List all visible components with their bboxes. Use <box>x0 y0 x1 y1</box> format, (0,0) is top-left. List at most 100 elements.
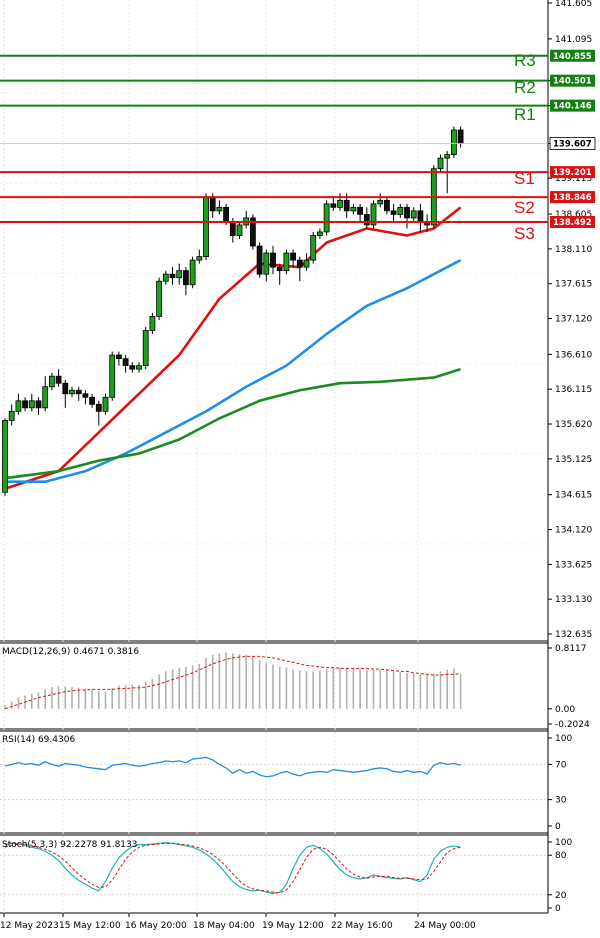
stoch-tick-label: 100 <box>555 838 572 848</box>
bullish-candle-body <box>236 224 243 236</box>
bearish-candle-body <box>357 206 364 215</box>
bearish-candle-body <box>35 400 42 409</box>
bearish-candle-body <box>116 354 122 359</box>
candlesticks <box>2 126 464 496</box>
level-name-r1: R1 <box>514 105 536 124</box>
level-price-badge <box>550 191 595 204</box>
bearish-candle-body <box>276 266 283 272</box>
price-tick-label: 134.615 <box>555 491 592 501</box>
rsi-tick-label: 70 <box>555 760 567 770</box>
bearish-candle-body <box>383 199 390 212</box>
bearish-candle-body <box>417 210 424 222</box>
bearish-candle-body <box>89 396 95 405</box>
bullish-candle-body <box>303 259 310 268</box>
price-tick-label: 138.110 <box>555 245 592 255</box>
bullish-candle-body <box>162 273 169 282</box>
bearish-candle-body <box>404 206 410 219</box>
price-tick-label: 138.605 <box>555 210 592 220</box>
level-price-badge <box>550 215 595 228</box>
stoch-pane: 100 80 20 0 <box>0 838 572 914</box>
bullish-candle-body <box>283 252 290 272</box>
price-tick-label: 134.120 <box>555 526 592 536</box>
bullish-candle-body <box>189 259 196 286</box>
macd-pane: 0.8117 0.00 -0.2024 <box>4 644 590 730</box>
pane-frames <box>0 0 549 914</box>
bearish-candle-body <box>296 259 303 268</box>
price-tick-label: 141.605 <box>555 0 592 9</box>
price-tick-label: 141.095 <box>555 35 592 45</box>
level-price-label: 139.201 <box>553 168 592 178</box>
level-price-label: 140.146 <box>553 102 592 112</box>
macd-signal-line <box>4 655 461 710</box>
level-name-s3: S3 <box>514 224 535 243</box>
level-price-badge <box>550 166 595 179</box>
bearish-candle-body <box>209 196 216 212</box>
level-price-badge <box>550 99 595 112</box>
stoch-tick-label: 80 <box>555 851 567 861</box>
bullish-candle-body <box>263 252 270 275</box>
time-tick-label: 19 May 12:00 <box>262 921 324 931</box>
bearish-candle-body <box>270 252 276 268</box>
bullish-candle-body <box>350 206 357 212</box>
level-price-badge <box>550 74 595 87</box>
grid-lines <box>0 0 548 913</box>
bullish-candle-body <box>69 389 75 395</box>
bullish-candle-body <box>102 396 109 412</box>
bullish-candle-body <box>15 400 22 412</box>
bullish-candle-body <box>370 203 377 226</box>
macd-title: MACD(12,26,9) 0.4671 0.3816 <box>2 647 139 657</box>
price-tick-label: 133.130 <box>555 595 592 605</box>
price-tick-label: 137.120 <box>555 315 592 325</box>
time-tick-label: 16 May 20:00 <box>125 921 187 931</box>
bearish-candle-body <box>363 213 370 226</box>
bullish-candle-body <box>156 280 163 317</box>
bearish-candle-body <box>169 273 176 279</box>
bullish-candle-body <box>136 365 142 370</box>
bearish-candle-body <box>182 270 189 286</box>
level-name-r3: R3 <box>514 51 536 70</box>
bullish-candle-body <box>316 231 323 236</box>
bullish-candle-body <box>149 315 156 331</box>
moving-averages <box>4 206 462 490</box>
time-tick-label: 24 May 00:00 <box>414 921 476 931</box>
current-price-badge <box>549 137 596 150</box>
bullish-candle-body <box>176 270 183 279</box>
bearish-candle-body <box>457 129 464 144</box>
stoch-k-line <box>4 842 461 895</box>
bullish-candle-body <box>2 420 8 493</box>
bullish-candle-body <box>337 199 343 208</box>
stoch-tick-label: 20 <box>555 891 567 901</box>
rsi-tick-label: 0 <box>555 822 561 832</box>
level-price-badge <box>550 49 595 62</box>
bearish-candle-body <box>290 252 297 261</box>
bearish-candle-body <box>122 358 129 367</box>
macd-tick-label: -0.2024 <box>555 720 590 730</box>
bearish-candle-body <box>390 210 397 215</box>
price-tick-label: 136.115 <box>555 385 592 395</box>
bearish-candle-body <box>256 245 263 275</box>
moving-average-line <box>4 206 462 490</box>
stoch-title: Stoch(5,3,3) 92.2278 91.8133 <box>2 840 137 850</box>
bullish-candle-body <box>216 206 223 212</box>
bearish-candle-body <box>129 365 136 370</box>
bullish-candle-body <box>203 196 209 257</box>
bullish-candle-body <box>450 129 457 155</box>
bearish-candle-body <box>343 199 350 212</box>
bullish-candle-body <box>109 354 116 398</box>
price-tick-label: 132.635 <box>555 630 592 640</box>
bullish-candle-body <box>410 210 417 219</box>
macd-tick-label: 0.00 <box>555 705 575 715</box>
bullish-candle-body <box>444 154 451 159</box>
current-price-label: 139.607 <box>553 140 592 150</box>
bearish-candle-body <box>229 221 236 236</box>
time-tick-label: 15 May 12:00 <box>59 921 121 931</box>
bearish-candle-body <box>75 389 82 395</box>
bearish-candle-body <box>82 393 89 398</box>
level-name-r2: R2 <box>514 78 536 97</box>
price-tick-label: 136.610 <box>555 350 592 360</box>
support-resistance-levels: R3 140.855 R2 140.501 R1 140.146 S1 139.201 S2 13… <box>0 49 596 243</box>
bullish-candle-body <box>310 235 317 261</box>
level-price-label: 140.501 <box>553 77 592 87</box>
bearish-candle-body <box>22 400 29 409</box>
